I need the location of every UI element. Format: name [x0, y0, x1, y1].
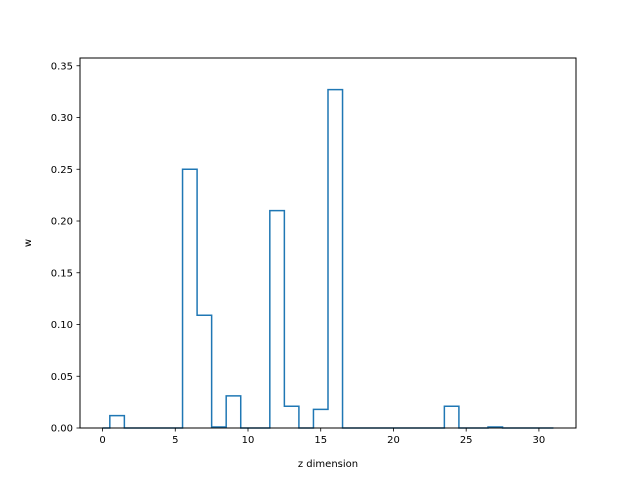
y-tick-label: 0.20 — [51, 217, 73, 228]
x-tick-label: 5 — [172, 435, 178, 446]
x-axis-ticks: 0 5 10 15 20 25 30 — [99, 428, 545, 446]
x-tick-label: 15 — [314, 435, 327, 446]
y-axis-label: w — [23, 239, 34, 247]
y-tick-label: 0.25 — [51, 165, 73, 176]
x-tick-label: 30 — [533, 435, 546, 446]
x-tick-label: 25 — [460, 435, 473, 446]
x-tick-label: 10 — [242, 435, 255, 446]
y-tick-label: 0.35 — [51, 61, 73, 72]
y-tick-label: 0.15 — [51, 268, 73, 279]
y-tick-label: 0.30 — [51, 113, 73, 124]
y-axis-ticks: 0.00 0.05 0.10 0.15 0.20 0.25 0.30 0.35 — [51, 61, 80, 435]
y-tick-label: 0.00 — [51, 424, 73, 435]
axes-frame — [79, 57, 577, 429]
x-tick-label: 20 — [387, 435, 400, 446]
x-tick-label: 0 — [99, 435, 105, 446]
x-axis-label: z dimension — [298, 459, 358, 470]
y-tick-label: 0.05 — [51, 372, 73, 383]
y-tick-label: 0.10 — [51, 320, 73, 331]
